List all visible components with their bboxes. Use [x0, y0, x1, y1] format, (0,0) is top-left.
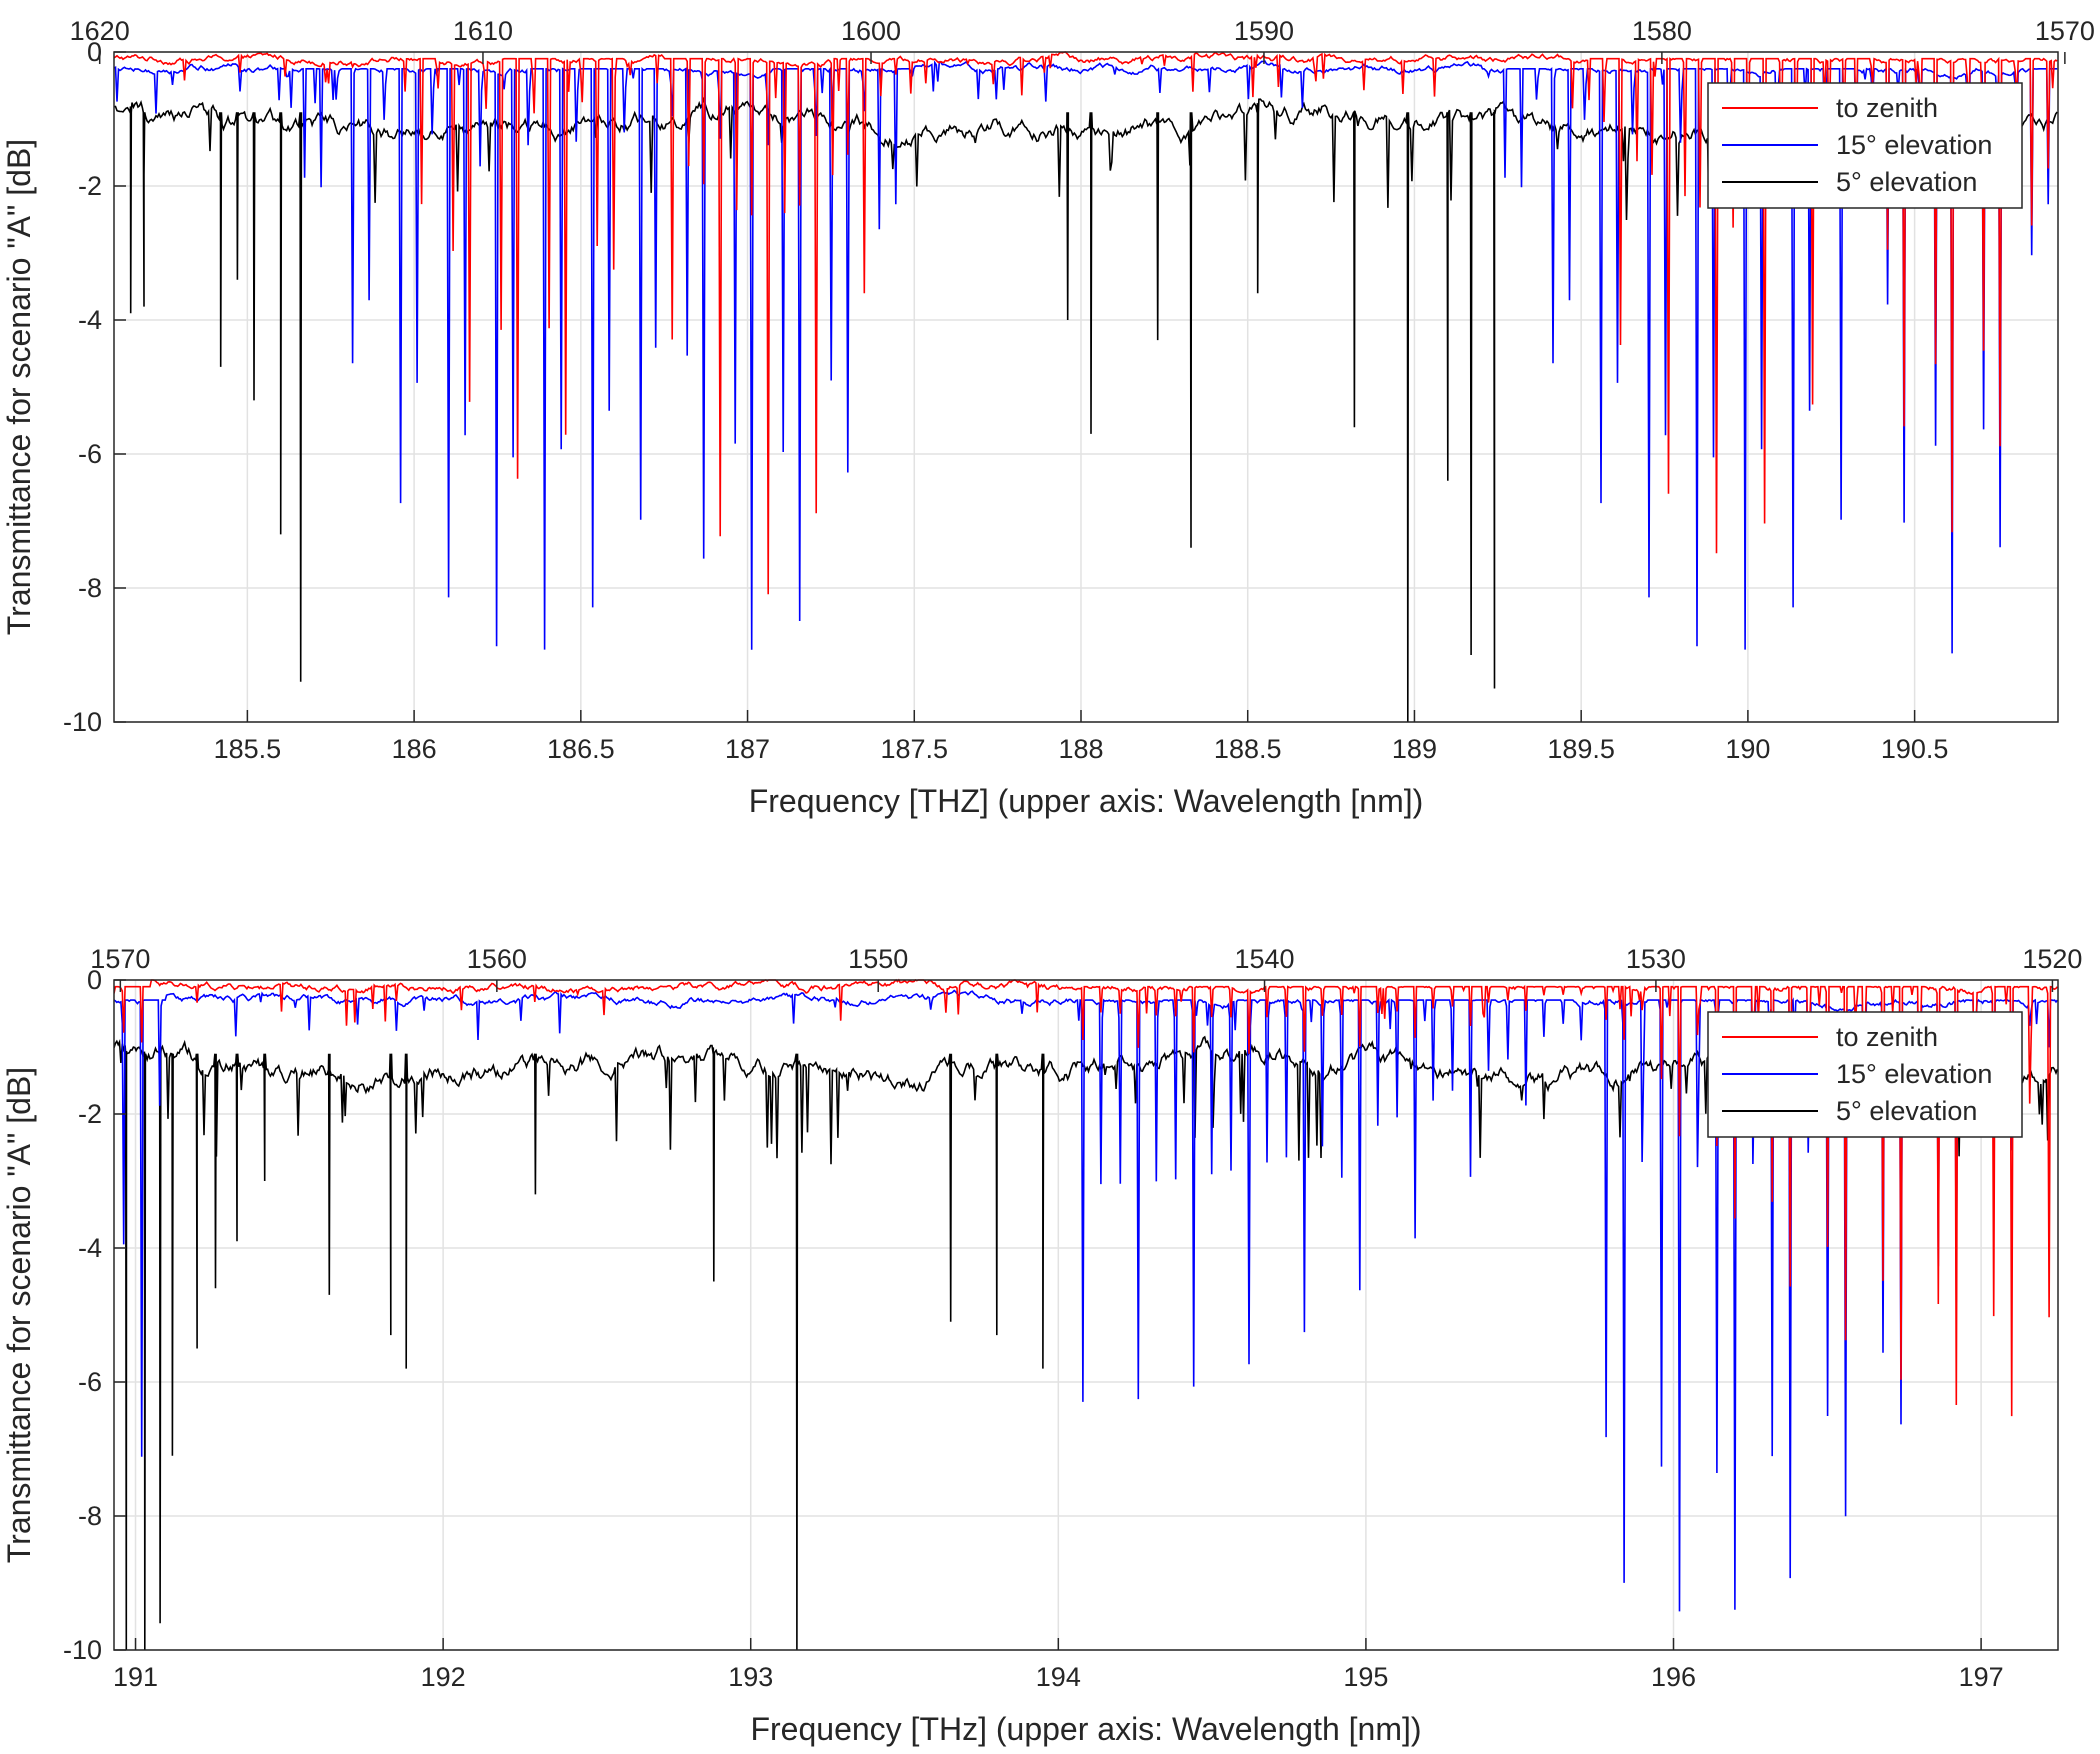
upper-x-tick-label: 1620	[70, 16, 130, 46]
x-tick-label: 191	[113, 1662, 158, 1692]
chart-bottom-panel: 191 192 193 194 195 196 197 0 -2 -4 -6 -8 -10 1570 156…	[1, 944, 2082, 1747]
axes-frame	[113, 979, 2059, 1651]
y-tick-label: -10	[63, 1635, 102, 1665]
x-tick-label: 185.5	[214, 734, 282, 764]
x-tick-label: 195	[1343, 1662, 1388, 1692]
upper-x-tick-label: 1540	[1234, 944, 1294, 974]
axes-frame	[113, 51, 2059, 723]
y-tick-label: -10	[63, 707, 102, 737]
y-tick-label: -4	[78, 1233, 102, 1263]
x-axis-label: Frequency [THz] (upper axis: Wavelength …	[750, 1711, 1421, 1747]
upper-x-tick-label: 1570	[2035, 16, 2095, 46]
legend-entry-label: 5° elevation	[1836, 167, 1977, 197]
legend-entry-label: 15° elevation	[1836, 130, 1992, 160]
x-tick-label: 194	[1036, 1662, 1081, 1692]
legend: to zenith 15° elevation 5° elevation	[1707, 82, 2023, 209]
x-tick-label: 189.5	[1547, 734, 1615, 764]
y-tick-label: 0	[87, 965, 102, 995]
x-tick-label: 186	[392, 734, 437, 764]
upper-x-tick-label: 1530	[1626, 944, 1686, 974]
y-tick-label: -6	[78, 439, 102, 469]
y-tick-label: -6	[78, 1367, 102, 1397]
grid	[114, 51, 2058, 723]
y-tick-label: -4	[78, 305, 102, 335]
x-tick-label: 190.5	[1881, 734, 1949, 764]
chart-top-panel: 185.5 186 186.5 187 187.5 188 188.5 189 189.5 190…	[1, 16, 2095, 819]
x-tick-label: 197	[1959, 1662, 2004, 1692]
upper-x-tick-label: 1560	[467, 944, 527, 974]
legend: to zenith 15° elevation 5° elevation	[1707, 1011, 2023, 1138]
upper-x-tick-label: 1570	[90, 944, 150, 974]
x-tick-label: 187.5	[880, 734, 948, 764]
x-tick-label: 193	[728, 1662, 773, 1692]
x-axis-label: Frequency [THZ] (upper axis: Wavelength …	[749, 783, 1424, 819]
x-tick-label: 188	[1058, 734, 1103, 764]
x-tick-label: 192	[421, 1662, 466, 1692]
y-tick-label: -8	[78, 1501, 102, 1531]
legend-entry-label: 15° elevation	[1836, 1059, 1992, 1089]
legend-entry-label: to zenith	[1836, 1022, 1938, 1052]
y-tick-label: 0	[87, 37, 102, 67]
upper-x-tick-label: 1610	[453, 16, 513, 46]
series-line-15-elevation	[114, 60, 2058, 654]
upper-x-tick-label: 1520	[2022, 944, 2082, 974]
x-tick-label: 187	[725, 734, 770, 764]
legend-entry-label: 5° elevation	[1836, 1096, 1977, 1126]
upper-x-tick-label: 1590	[1234, 16, 1294, 46]
y-tick-label: -2	[78, 1099, 102, 1129]
y-axis-label: Transmittance for scenario "A" [dB]	[1, 1067, 37, 1563]
upper-x-tick-label: 1600	[841, 16, 901, 46]
y-axis-label: Transmittance for scenario "A" [dB]	[1, 139, 37, 635]
x-tick-label: 190	[1725, 734, 1770, 764]
x-tick-label: 188.5	[1214, 734, 1282, 764]
legend-entry-label: to zenith	[1836, 93, 1938, 123]
y-tick-label: -8	[78, 573, 102, 603]
upper-x-tick-label: 1580	[1632, 16, 1692, 46]
series-line-zenith	[114, 978, 2058, 1417]
y-tick-label: -2	[78, 171, 102, 201]
x-tick-label: 189	[1392, 734, 1437, 764]
x-tick-label: 186.5	[547, 734, 615, 764]
x-tick-label: 196	[1651, 1662, 1696, 1692]
upper-x-tick-label: 1550	[848, 944, 908, 974]
